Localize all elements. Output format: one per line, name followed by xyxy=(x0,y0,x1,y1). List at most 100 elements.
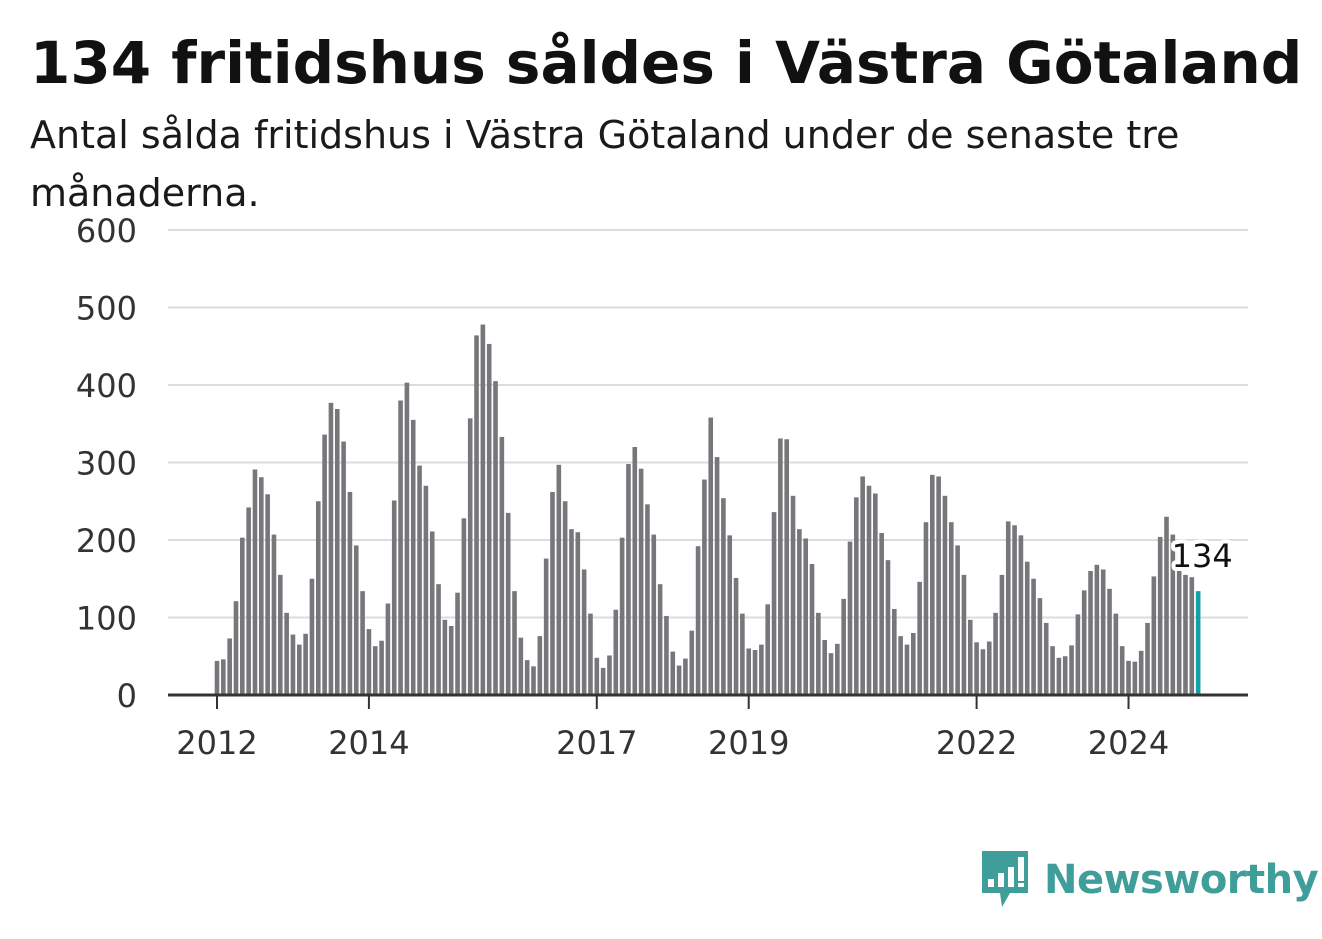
bar xyxy=(1012,525,1017,695)
bar xyxy=(1183,574,1188,696)
bar xyxy=(309,578,315,695)
x-tick-label: 2017 xyxy=(556,724,637,762)
bar xyxy=(1176,553,1182,695)
bar xyxy=(493,381,498,696)
bar xyxy=(252,469,258,695)
bar xyxy=(613,609,619,695)
bar xyxy=(1056,657,1062,695)
bar xyxy=(847,541,853,695)
bar xyxy=(518,637,524,695)
bar xyxy=(531,666,536,695)
bar xyxy=(879,533,884,695)
bar xyxy=(347,491,353,695)
bar xyxy=(784,439,789,695)
bar xyxy=(328,402,334,695)
bar xyxy=(505,512,511,696)
bar xyxy=(626,464,631,695)
bar xyxy=(1043,622,1049,695)
bar xyxy=(537,636,543,695)
bar xyxy=(474,335,479,695)
bar xyxy=(575,532,581,695)
bar xyxy=(929,474,935,695)
bar xyxy=(221,659,226,695)
bar xyxy=(404,382,410,695)
bar xyxy=(1005,521,1011,695)
y-tick-label: 0 xyxy=(117,677,137,715)
bar xyxy=(499,436,505,695)
bar xyxy=(461,518,467,695)
bar xyxy=(240,537,245,695)
bar xyxy=(1157,536,1163,695)
bar xyxy=(265,494,270,695)
bar xyxy=(885,560,891,695)
bar xyxy=(948,522,954,695)
bar xyxy=(455,592,460,695)
bar xyxy=(708,417,714,695)
bar xyxy=(911,633,916,695)
x-tick-label: 2012 xyxy=(176,724,257,762)
bar xyxy=(1088,571,1093,695)
bar xyxy=(702,479,707,695)
bar xyxy=(1024,561,1030,695)
bar xyxy=(296,644,302,696)
bar xyxy=(790,495,796,695)
bar xyxy=(391,500,397,695)
bar xyxy=(334,409,340,695)
bar-chart: 0 100 200 300 400 500 600 2012 2014 2017 2019 2022… xyxy=(76,212,1248,762)
bar xyxy=(689,630,695,695)
bar xyxy=(322,434,327,695)
bar xyxy=(778,438,783,695)
bar xyxy=(892,608,897,695)
bar xyxy=(607,655,612,695)
bar xyxy=(315,501,321,695)
bar xyxy=(259,477,264,695)
chart-title: 134 fritidshus såldes i Västra Götaland xyxy=(30,29,1303,97)
bar xyxy=(423,485,429,695)
bar xyxy=(1113,613,1119,696)
bar xyxy=(740,613,745,696)
y-tick-label: 200 xyxy=(76,522,137,560)
bar xyxy=(961,574,967,696)
bar xyxy=(360,591,365,695)
bar xyxy=(619,537,625,695)
bar xyxy=(980,649,986,695)
bar xyxy=(278,574,283,696)
bar xyxy=(550,491,555,695)
bar xyxy=(664,615,669,695)
bar xyxy=(809,564,815,695)
bar xyxy=(942,495,948,695)
bar xyxy=(442,619,448,695)
bar xyxy=(986,641,992,695)
y-tick-label: 100 xyxy=(76,600,137,638)
last-value-label: 134 xyxy=(1172,537,1233,575)
bar xyxy=(1037,598,1043,696)
bar xyxy=(904,644,910,696)
bar xyxy=(695,546,701,695)
bar xyxy=(803,538,808,695)
bar xyxy=(936,476,941,695)
bar xyxy=(467,418,473,695)
bar xyxy=(771,512,777,695)
newsworthy-logo-icon xyxy=(982,851,1028,907)
bar-highlight xyxy=(1195,591,1201,695)
bar xyxy=(1170,534,1176,695)
bar xyxy=(828,653,834,695)
bar xyxy=(967,619,973,695)
y-axis: 0 100 200 300 400 500 600 xyxy=(76,212,137,715)
bar xyxy=(569,529,574,695)
bar xyxy=(303,633,308,695)
bar xyxy=(600,667,606,696)
bar xyxy=(638,468,644,695)
bar xyxy=(379,640,384,695)
bar xyxy=(797,529,802,695)
bar xyxy=(366,629,372,696)
bars xyxy=(214,324,1201,696)
bar xyxy=(670,651,676,695)
bar xyxy=(752,650,758,695)
bar xyxy=(873,493,878,695)
x-tick-label: 2014 xyxy=(328,724,409,762)
bar xyxy=(632,447,638,695)
bar xyxy=(993,612,998,695)
bar xyxy=(955,545,960,695)
bar xyxy=(284,612,289,695)
